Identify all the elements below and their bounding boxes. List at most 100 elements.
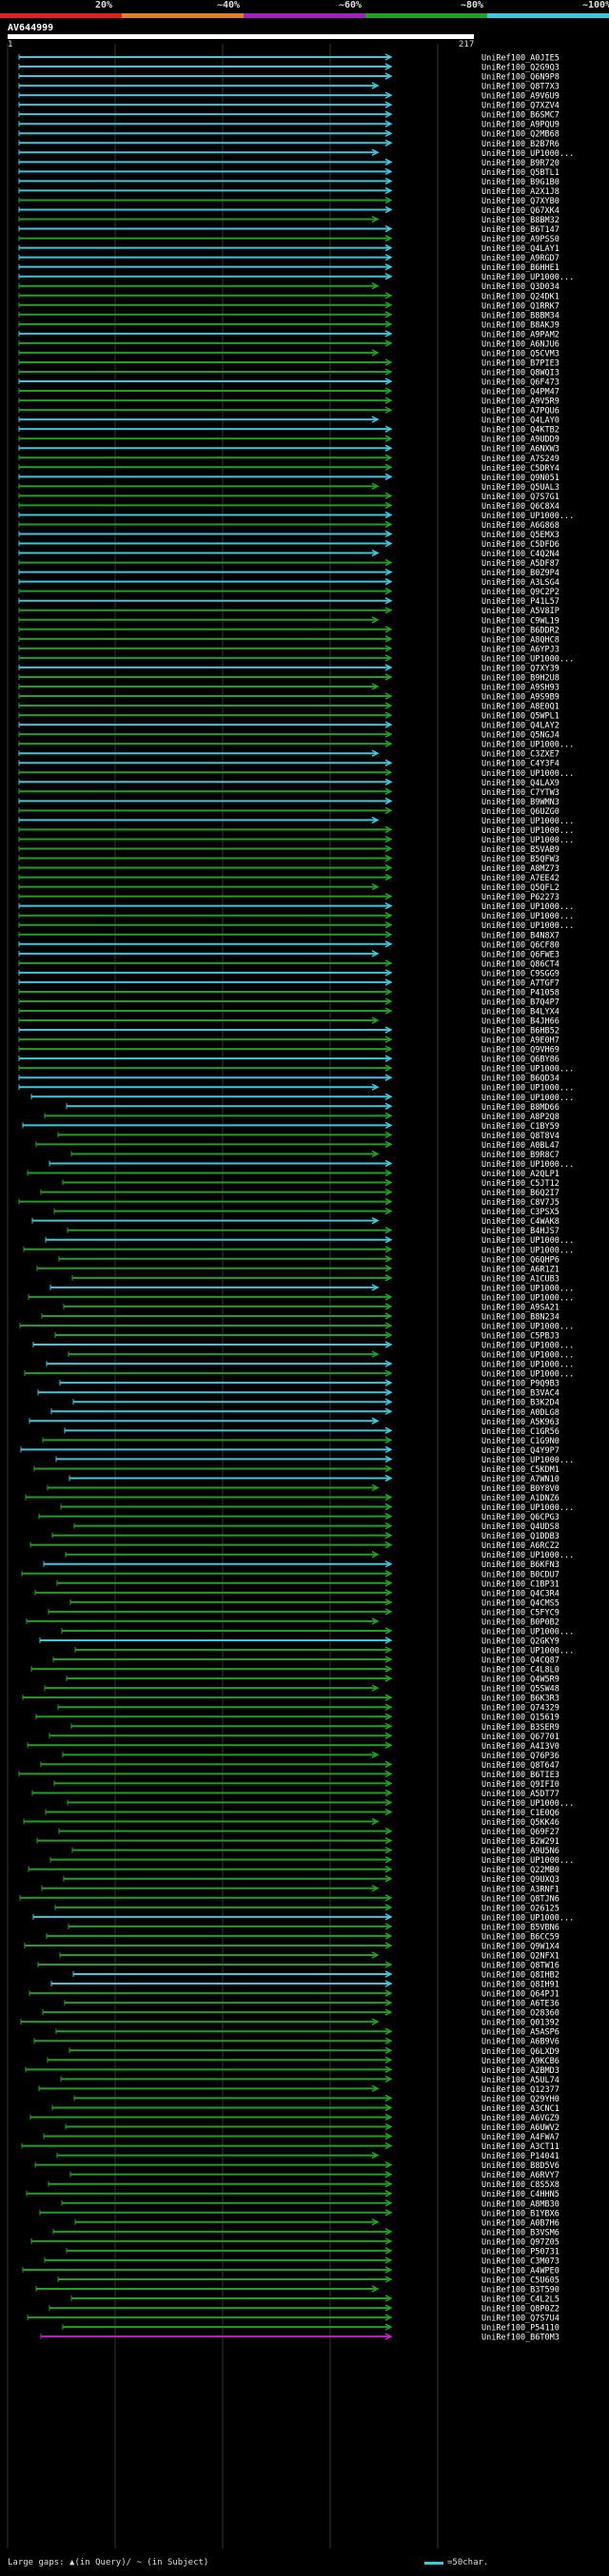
hit-label[interactable]: UniRef100_A6VGZ9 (481, 2114, 560, 2123)
hit-label[interactable]: UniRef100_Q9VH69 (481, 1046, 560, 1056)
hit-label[interactable]: UniRef100_A0JIE5 (481, 54, 560, 64)
hit-label[interactable]: UniRef100_O26125 (481, 1904, 560, 1913)
hit-label[interactable]: UniRef100_UP1000... (481, 512, 574, 521)
hit-label[interactable]: UniRef100_A6NJU6 (481, 339, 560, 349)
hit-label[interactable]: UniRef100_A4WPE0 (481, 2266, 560, 2276)
hit-label[interactable]: UniRef100_B6T147 (481, 225, 560, 235)
hit-label[interactable]: UniRef100_A6R1Z1 (481, 1265, 560, 1274)
hit-label[interactable]: UniRef100_P41058 (481, 988, 560, 997)
hit-label[interactable]: UniRef100_Q74329 (481, 1704, 560, 1714)
hit-label[interactable]: UniRef100_Q4CMS5 (481, 1598, 560, 1608)
hit-label[interactable]: UniRef100_Q6FWE3 (481, 950, 560, 959)
hit-label[interactable]: UniRef100_B5VAB9 (481, 845, 560, 855)
hit-label[interactable]: UniRef100_C4L2L5 (481, 2295, 560, 2305)
hit-label[interactable]: UniRef100_A8MB30 (481, 2199, 560, 2209)
hit-label[interactable]: UniRef100_B6T0M3 (481, 2334, 560, 2343)
hit-label[interactable]: UniRef100_Q4LAY1 (481, 244, 560, 254)
hit-label[interactable]: UniRef100_Q7XYB0 (481, 197, 560, 206)
hit-label[interactable]: UniRef100_Q67701 (481, 1733, 560, 1742)
hit-label[interactable]: UniRef100_C5DFD6 (481, 540, 560, 550)
hit-label[interactable]: UniRef100_A3LSG4 (481, 578, 560, 588)
hit-label[interactable]: UniRef100_UP1000... (481, 1913, 574, 1923)
hit-label[interactable]: UniRef100_Q5NGJ4 (481, 731, 560, 741)
hit-label[interactable]: UniRef100_A6RVY7 (481, 2171, 560, 2180)
hit-label[interactable]: UniRef100_UP1000... (481, 149, 574, 159)
hit-label[interactable]: UniRef100_Q1DDB3 (481, 1532, 560, 1541)
hit-label[interactable]: UniRef100_Q4PM47 (481, 388, 560, 397)
hit-label[interactable]: UniRef100_Q6UZG0 (481, 807, 560, 817)
hit-label[interactable]: UniRef100_Q97Z05 (481, 2237, 560, 2247)
hit-label[interactable]: UniRef100_UP1000... (481, 1065, 574, 1075)
hit-label[interactable]: UniRef100_UP1000... (481, 902, 574, 912)
hit-label[interactable]: UniRef100_C4Y3F4 (481, 760, 560, 769)
hit-label[interactable]: UniRef100_A4I3V0 (481, 1742, 560, 1752)
hit-label[interactable]: UniRef100_UP1000... (481, 817, 574, 826)
hit-label[interactable]: UniRef100_UP1000... (481, 1293, 574, 1303)
hit-label[interactable]: UniRef100_Q29YH0 (481, 2095, 560, 2104)
hit-label[interactable]: UniRef100_B8BM32 (481, 216, 560, 225)
hit-label[interactable]: UniRef100_A0B7H6 (481, 2218, 560, 2228)
hit-label[interactable]: UniRef100_B6HB52 (481, 1027, 560, 1036)
hit-label[interactable]: UniRef100_B9H2U8 (481, 673, 560, 683)
hit-label[interactable]: UniRef100_C3PSX5 (481, 1208, 560, 1217)
hit-label[interactable]: UniRef100_B6DDR2 (481, 626, 560, 635)
hit-label[interactable]: UniRef100_A9V6U9 (481, 92, 560, 102)
hit-label[interactable]: UniRef100_UP1000... (481, 1799, 574, 1809)
hit-label[interactable]: UniRef100_UP1000... (481, 826, 574, 836)
hit-label[interactable]: UniRef100_C7YTW3 (481, 788, 560, 798)
hit-label[interactable]: UniRef100_Q2GKY9 (481, 1637, 560, 1646)
hit-label[interactable]: UniRef100_Q69F27 (481, 1828, 560, 1837)
hit-label[interactable]: UniRef100_Q67XK4 (481, 206, 560, 216)
hit-label[interactable]: UniRef100_B8N234 (481, 1312, 560, 1322)
hit-label[interactable]: UniRef100_B5QFW3 (481, 855, 560, 864)
hit-label[interactable]: UniRef100_UP1000... (481, 836, 574, 845)
hit-label[interactable]: UniRef100_C1E0Q6 (481, 1809, 560, 1818)
hit-label[interactable]: UniRef100_A5K963 (481, 1418, 560, 1427)
hit-label[interactable]: UniRef100_Q6CPG3 (481, 1513, 560, 1522)
hit-label[interactable]: UniRef100_A9KCB6 (481, 2057, 560, 2066)
hit-label[interactable]: UniRef100_B3SER9 (481, 1723, 560, 1733)
hit-label[interactable]: UniRef100_Q9W1X4 (481, 1942, 560, 1951)
hit-label[interactable]: UniRef100_B4LYX4 (481, 1008, 560, 1017)
hit-label[interactable]: UniRef100_Q4LAY0 (481, 416, 560, 426)
hit-label[interactable]: UniRef100_A8P2Q8 (481, 1113, 560, 1122)
hit-label[interactable]: UniRef100_UP1000... (481, 1160, 574, 1170)
hit-label[interactable]: UniRef100_C4WAK8 (481, 1217, 560, 1227)
hit-label[interactable]: UniRef100_A5DF87 (481, 559, 560, 569)
hit-label[interactable]: UniRef100_B3T590 (481, 2286, 560, 2295)
hit-label[interactable]: UniRef100_A1CUB3 (481, 1274, 560, 1284)
hit-label[interactable]: UniRef100_UP1000... (481, 1647, 574, 1656)
hit-label[interactable]: UniRef100_A8MZ73 (481, 864, 560, 874)
hit-label[interactable]: UniRef100_Q5UAL3 (481, 483, 560, 493)
hit-label[interactable]: UniRef100_Q2NFX1 (481, 1951, 560, 1961)
hit-label[interactable]: UniRef100_B6SMC7 (481, 111, 560, 121)
hit-label[interactable]: UniRef100_B6TIE3 (481, 1771, 560, 1780)
hit-label[interactable]: UniRef100_C5JT12 (481, 1179, 560, 1189)
hit-label[interactable]: UniRef100_Q5WPL1 (481, 712, 560, 722)
hit-label[interactable]: UniRef100_Q64PJ1 (481, 1990, 560, 2000)
hit-label[interactable]: UniRef100_Q4CQ87 (481, 1656, 560, 1666)
hit-label[interactable]: UniRef100_B4HJS7 (481, 1227, 560, 1236)
hit-label[interactable]: UniRef100_Q2MB68 (481, 130, 560, 140)
hit-label[interactable]: UniRef100_UP1000... (481, 1456, 574, 1465)
hit-label[interactable]: UniRef100_C5PBJ3 (481, 1332, 560, 1342)
hit-label[interactable]: UniRef100_Q24DK1 (481, 292, 560, 301)
hit-label[interactable]: UniRef100_Q6BY86 (481, 1056, 560, 1065)
hit-label[interactable]: UniRef100_UP1000... (481, 1351, 574, 1361)
hit-label[interactable]: UniRef100_A8E0Q1 (481, 703, 560, 712)
hit-label[interactable]: UniRef100_A5UL74 (481, 2076, 560, 2085)
hit-label[interactable]: UniRef100_C5U605 (481, 2276, 560, 2285)
hit-label[interactable]: UniRef100_B8MD66 (481, 1103, 560, 1113)
hit-label[interactable]: UniRef100_C5DRY4 (481, 464, 560, 474)
hit-label[interactable]: UniRef100_Q86CT4 (481, 959, 560, 969)
hit-label[interactable]: UniRef100_B6Q2I7 (481, 1189, 560, 1198)
hit-label[interactable]: UniRef100_UP1000... (481, 1236, 574, 1246)
hit-label[interactable]: UniRef100_A3CNC1 (481, 2104, 560, 2114)
hit-label[interactable]: UniRef100_Q7XZV4 (481, 102, 560, 111)
hit-label[interactable]: UniRef100_C3M073 (481, 2256, 560, 2266)
hit-label[interactable]: UniRef100_A6NXW3 (481, 445, 560, 455)
hit-label[interactable]: UniRef100_C4Q2N4 (481, 550, 560, 559)
hit-label[interactable]: UniRef100_B8AKJ9 (481, 320, 560, 330)
hit-label[interactable]: UniRef100_A1DNZ6 (481, 1494, 560, 1503)
hit-label[interactable]: UniRef100_A6G868 (481, 521, 560, 531)
